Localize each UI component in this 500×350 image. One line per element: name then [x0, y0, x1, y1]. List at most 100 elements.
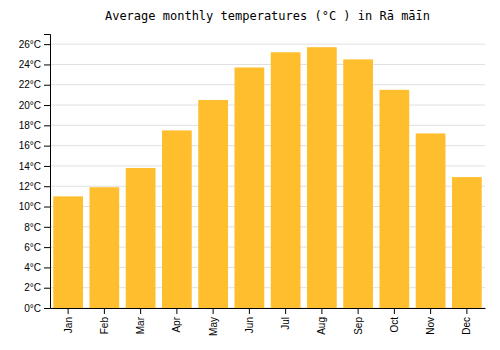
y-tick-label: 10°C — [19, 201, 41, 212]
plot-area: 0°C 2°C 4°C 6°C 8°C 10°C 12°C 14°C 16°C 18°C 20°C 2… — [19, 35, 486, 336]
y-tick-label: 0°C — [24, 303, 41, 314]
y-tick: 18°C — [19, 120, 50, 131]
y-tick: 10°C — [19, 201, 50, 212]
x-tick-label: May — [208, 317, 219, 336]
x-tick-label: Aug — [316, 317, 327, 335]
y-tick-label: 4°C — [24, 262, 41, 273]
bar — [271, 52, 301, 308]
x-tick-mark — [466, 308, 467, 314]
x-tick-mark — [249, 308, 250, 314]
bar — [452, 177, 482, 308]
y-tick-mark — [44, 288, 50, 289]
x-tick: Dec — [461, 308, 472, 335]
bar — [162, 130, 192, 308]
x-tick: Jun — [244, 308, 255, 333]
grid — [50, 44, 485, 308]
x-tick-mark — [285, 308, 286, 314]
x-tick: Nov — [425, 308, 436, 335]
y-tick-label: 6°C — [24, 242, 41, 253]
y-tick: 26°C — [19, 39, 50, 50]
y-tick-mark — [44, 207, 50, 208]
y-tick-mark — [44, 44, 50, 45]
bar — [307, 47, 337, 308]
y-tick: 6°C — [24, 242, 50, 253]
x-tick-label: Oct — [389, 317, 400, 333]
y-tick: 14°C — [19, 161, 50, 172]
y-tick: 8°C — [24, 222, 50, 233]
x-tick-label: Jan — [63, 317, 74, 333]
bars — [53, 47, 481, 308]
y-axis-line — [44, 35, 51, 309]
x-tick: Sep — [353, 308, 364, 335]
y-tick: 20°C — [19, 100, 50, 111]
x-tick: Jan — [63, 308, 74, 333]
y-tick: 4°C — [24, 262, 50, 273]
x-tick-label: Dec — [461, 317, 472, 335]
x-tick-mark — [104, 308, 105, 314]
y-tick: 0°C — [24, 303, 50, 314]
x-tick: Oct — [389, 308, 400, 333]
x-axis-line — [51, 308, 486, 309]
bar — [343, 59, 373, 308]
y-tick-label: 24°C — [19, 59, 41, 70]
x-tick-label: Feb — [99, 317, 110, 335]
y-tick-mark — [44, 166, 50, 167]
y-tick-mark — [44, 146, 50, 147]
y-tick-label: 22°C — [19, 79, 41, 90]
bar — [126, 168, 156, 308]
x-tick-label: Jun — [244, 317, 255, 333]
x-tick-mark — [430, 308, 431, 314]
x-tick-mark — [140, 308, 141, 314]
x-tick-label: Apr — [171, 316, 182, 332]
y-tick-label: 8°C — [24, 222, 41, 233]
x-tick-mark — [358, 308, 359, 314]
x-tick-mark — [68, 308, 69, 314]
x-tick-label: Mar — [135, 316, 146, 334]
y-tick-mark — [44, 227, 50, 228]
x-tick: Apr — [171, 308, 182, 333]
grid-line — [50, 64, 485, 65]
grid-line — [50, 125, 485, 126]
y-tick-label: 16°C — [19, 140, 41, 151]
x-tick: Jul — [280, 308, 291, 330]
title: Average monthly temperatures (°C ) in Rā… — [105, 9, 430, 23]
x-tick: Mar — [135, 308, 146, 334]
grid-line — [50, 44, 485, 45]
grid-line — [50, 84, 485, 85]
x-axis: Jan Feb Mar Apr May Jun Jul Aug Sep Oct Nov Dec — [51, 308, 486, 336]
x-tick: Aug — [316, 308, 327, 335]
y-tick-mark — [44, 186, 50, 187]
y-tick-mark — [44, 267, 50, 268]
y-tick-mark — [44, 64, 50, 65]
x-tick-label: Sep — [353, 317, 364, 335]
chart: 0°C 2°C 4°C 6°C 8°C 10°C 12°C 14°C 16°C 18°C 20°C 2… — [0, 0, 500, 350]
x-tick-mark — [213, 308, 214, 314]
x-tick-label: Jul — [280, 317, 291, 330]
bar — [416, 133, 446, 308]
y-tick-mark — [44, 85, 50, 86]
y-tick-label: 18°C — [19, 120, 41, 131]
bar — [53, 196, 83, 308]
bar — [198, 100, 228, 308]
y-tick-label: 26°C — [19, 39, 41, 50]
y-tick: 22°C — [19, 79, 50, 90]
bar — [90, 187, 120, 308]
y-tick-mark — [44, 125, 50, 126]
x-tick-label: Nov — [425, 317, 436, 335]
y-tick-mark — [44, 308, 50, 309]
y-tick-label: 20°C — [19, 100, 41, 111]
y-tick: 24°C — [19, 59, 50, 70]
x-tick-mark — [394, 308, 395, 314]
y-tick: 16°C — [19, 140, 50, 151]
bar — [380, 90, 410, 308]
y-tick: 12°C — [19, 181, 50, 192]
y-tick-label: 2°C — [24, 282, 41, 293]
y-axis: 0°C 2°C 4°C 6°C 8°C 10°C 12°C 14°C 16°C 18°C 20°C 2… — [19, 35, 51, 314]
x-tick-mark — [321, 308, 322, 314]
y-tick: 2°C — [24, 282, 50, 293]
x-tick-mark — [176, 308, 177, 314]
x-tick: Feb — [99, 308, 110, 334]
y-tick-label: 12°C — [19, 181, 41, 192]
bar — [235, 67, 265, 308]
grid-line — [50, 105, 485, 106]
